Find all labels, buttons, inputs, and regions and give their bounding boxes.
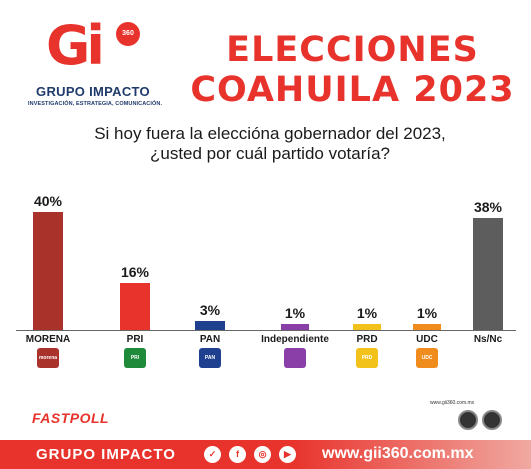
logo-text: Gi [46,14,105,77]
grupo-impacto-logo: Gi 360 GRUPO IMPACTO INVESTIGACIÓN, ESTR… [28,12,163,112]
fastpoll-label: FASTPOLL [32,410,110,426]
footer-brand: GRUPO IMPACTO [36,446,176,463]
bar-value-label: 16% [120,263,150,280]
independiente-logo-icon [284,348,306,368]
logo-name: GRUPO IMPACTO [36,84,150,99]
footer-url[interactable]: www.gii360.com.mx [322,445,474,462]
seal-url: www.gii360.com.mx [430,400,475,406]
udc-logo-icon: UDC [416,348,438,368]
bar-value-label: 1% [284,305,306,321]
bar-morena [33,212,63,330]
seal-logo-icon [458,410,478,430]
bar-independiente [281,324,309,330]
category-label: PRD [356,334,378,345]
header: Gi 360 GRUPO IMPACTO INVESTIGACIÓN, ESTR… [0,0,531,120]
facebook-icon[interactable]: ✓ [204,446,221,463]
title-line-2: COAHUILA 2023 [190,70,515,110]
footer: GRUPO IMPACTO ✓ f ◎ ▶ www.gii360.com.mx [0,440,531,469]
category-label: Independiente [261,334,329,345]
instagram-icon[interactable]: ◎ [254,446,271,463]
morena-logo-icon: morena [37,348,59,368]
logo-mark: Gi 360 [46,14,140,77]
page-title: ELECCIONES COAHUILA 2023 [180,30,525,110]
category-label: PAN [199,334,221,345]
logo-badge: 360 [116,22,140,46]
bar-pan [195,321,225,330]
bar-prd [353,324,381,330]
bar-ns-nc [473,217,503,330]
facebook-icon[interactable]: f [229,446,246,463]
category-label: Ns/Nc [473,334,503,345]
question-line-1: Si hoy fuera la elecciónа gobernador del… [94,124,446,143]
bar-value-label: 1% [356,305,378,321]
chart-baseline [16,330,516,331]
bar-pri [120,282,150,330]
survey-question: Si hoy fuera la elecciónа gobernador del… [30,124,510,164]
seal-box: www.gii360.com.mx [410,400,510,434]
bar-udc [413,324,441,330]
bar-value-label: 3% [199,302,221,319]
bar-value-label: 40% [33,193,63,209]
bar-value-label: 1% [416,305,438,321]
question-line-2: ¿usted por cuál partido votaría? [149,144,391,163]
category-label: MORENA [25,334,71,345]
logo-tagline: INVESTIGACIÓN, ESTRATEGIA, COMUNICACIÓN. [28,101,163,107]
pri-logo-icon: PRI [124,348,146,368]
youtube-icon[interactable]: ▶ [279,446,296,463]
pan-logo-icon: PAN [199,348,221,368]
category-label: PRI [126,334,144,345]
category-label: UDC [416,334,438,345]
seal-logo-icon [482,410,502,430]
prd-logo-icon: PRD [356,348,378,368]
title-line-1: ELECCIONES [226,30,479,70]
bar-value-label: 38% [473,198,503,215]
